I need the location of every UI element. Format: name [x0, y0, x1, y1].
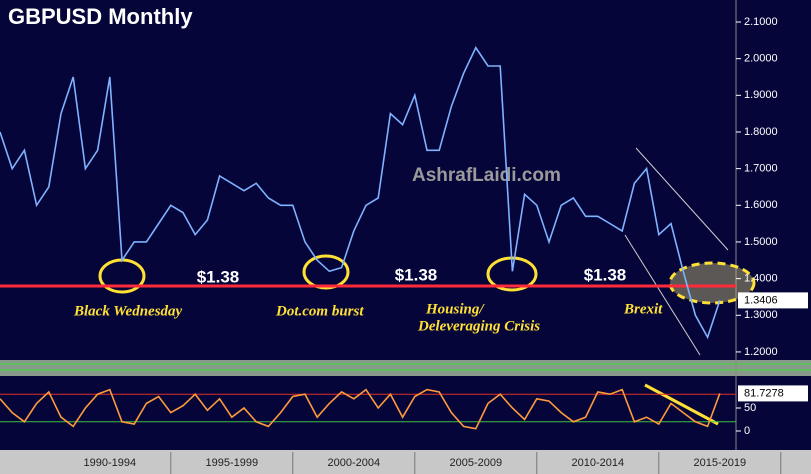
y-tick-label: 1.7000	[744, 163, 778, 175]
chart-title: GBPUSD Monthly	[8, 4, 193, 29]
x-tick-label: 2015-2019	[693, 457, 746, 469]
y-tick-label: 1.9000	[744, 89, 778, 101]
last-value-box	[738, 292, 808, 309]
highlight-ellipse	[668, 261, 756, 305]
annotation: Brexit	[623, 301, 663, 317]
series-line	[0, 388, 721, 430]
x-tick-label: 2005-2009	[449, 457, 502, 469]
channel-line	[635, 147, 729, 251]
watermark: AshrafLaidi.com	[412, 165, 561, 186]
series-line	[0, 46, 721, 340]
x-axis-band	[0, 450, 811, 474]
y-tick-label: 1.8000	[744, 126, 778, 138]
y-tick-label: 1.6000	[744, 199, 778, 211]
y-tick-label: 1.2000	[744, 346, 778, 358]
y-tick-label: 2.1000	[744, 16, 778, 28]
panel-separator	[0, 360, 811, 376]
level-label: $1.38	[395, 265, 438, 284]
y-tick-label: 50	[744, 402, 756, 414]
last-value-label: 1.3406	[744, 294, 778, 306]
trend-line	[644, 383, 719, 426]
y-tick-label: 2.0000	[744, 53, 778, 65]
plot: 1.2000 1.3000 1.4000 1.5000 1.6000 1.7000 1.80…	[0, 16, 808, 474]
y-tick-label: 1.5000	[744, 236, 778, 248]
annotation: Housing/	[425, 301, 485, 317]
annotation: Deleveraging Crisis	[417, 318, 540, 334]
x-tick-label: 1995-1999	[205, 457, 258, 469]
last-value-label: 81.7278	[744, 387, 784, 399]
y-tick-label: 1.3000	[744, 309, 778, 321]
annotation: Dot.com burst	[275, 303, 364, 319]
y-tick-label: 0	[744, 425, 750, 437]
last-value-box	[738, 385, 808, 402]
level-label: $1.38	[197, 267, 240, 286]
highlight-circle	[302, 254, 350, 290]
level-label: $1.38	[584, 265, 627, 284]
channel-line	[624, 234, 701, 356]
y-tick-label: 1.4000	[744, 273, 778, 285]
x-tick-label: 2010-2014	[571, 457, 624, 469]
x-tick-label: 1990-1994	[83, 457, 136, 469]
annotation: Black Wednesday	[73, 303, 183, 319]
x-tick-label: 2000-2004	[327, 457, 380, 469]
